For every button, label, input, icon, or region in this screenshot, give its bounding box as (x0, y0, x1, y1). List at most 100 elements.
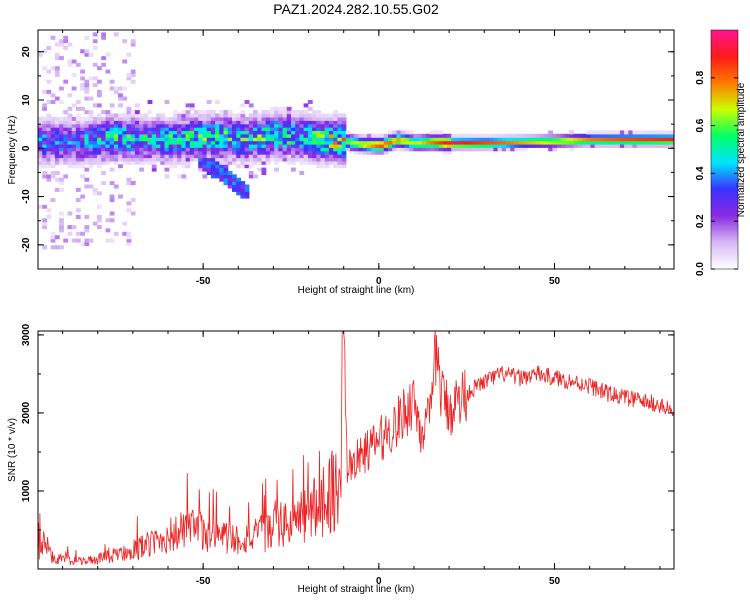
spectrogram-cell (649, 130, 655, 135)
spectrogram-cell (253, 130, 258, 135)
spectrogram-cell (607, 137, 612, 142)
spectrogram-cell (388, 130, 393, 135)
spectrogram-cell (181, 127, 187, 131)
spectrogram-cell (240, 160, 246, 165)
spectrogram-cell (619, 137, 625, 142)
spectrogram-cell (54, 73, 60, 77)
spectrogram-cell (160, 150, 166, 155)
spectrogram-cell (177, 147, 182, 152)
spectrogram-cell (657, 133, 663, 138)
spectrogram-cell (396, 143, 402, 148)
spectrogram-cell (63, 143, 69, 148)
spectrogram-cell (189, 147, 195, 152)
spectrogram-cell (42, 89, 47, 94)
spectrogram-cell (160, 123, 166, 128)
spectrogram-cell (206, 120, 212, 125)
spectrogram-cell (240, 133, 246, 138)
spectrogram-cell (590, 130, 596, 135)
spectrogram-cell (265, 137, 271, 142)
spectrogram-cell (624, 140, 629, 145)
spectrogram-cell (253, 120, 258, 125)
spectrogram-cell (552, 140, 558, 145)
spectrogram-cell (50, 35, 56, 40)
spectrogram-cell (392, 133, 397, 138)
spectrogram-cell (219, 116, 225, 121)
spectrogram-cell (164, 137, 170, 142)
spectrogram-cell (657, 130, 663, 135)
spectrogram-cell (510, 140, 516, 145)
spectrogram-cell (177, 154, 182, 159)
spectrogram-cell (590, 140, 596, 145)
spectrogram-cell (261, 116, 267, 121)
spectrogram-cell (480, 137, 486, 142)
spectrogram-cell (501, 143, 507, 148)
spectrogram-cell (147, 160, 153, 165)
spectrogram-cell (194, 110, 199, 115)
spectrogram-cell (80, 69, 85, 74)
spectrogram-cell (320, 164, 326, 169)
spectrogram-cell (282, 116, 288, 121)
spectrogram-cell (438, 137, 444, 142)
spectrogram-cell (92, 150, 98, 155)
spectrogram-cell (67, 133, 73, 138)
spectrogram-cell (215, 147, 220, 152)
spectrogram-cell (662, 140, 667, 145)
spectrogram-cell (59, 123, 64, 128)
spectrogram-cell (42, 130, 47, 135)
spectrogram-cell (569, 133, 575, 138)
spectrogram-cell (151, 143, 157, 148)
spectrogram-cell (92, 187, 98, 192)
spectrogram-cell (244, 137, 250, 142)
spectrogram-cell (126, 157, 132, 162)
spectrogram-cell (400, 130, 406, 135)
spectrogram-cell (295, 140, 300, 145)
spectrogram-cell (88, 130, 94, 135)
spectrogram-cell (274, 130, 279, 135)
spectrogram-cell (257, 154, 263, 159)
spectrogram-cell (185, 147, 191, 152)
spectrogram-cell (122, 130, 128, 135)
spectrogram-cell (164, 133, 170, 138)
spectrogram-cell (628, 137, 634, 142)
spectrogram-cell (670, 143, 674, 148)
spectrogram-cell (581, 140, 587, 145)
spectrogram-cell (468, 143, 473, 148)
spectrogram-cell (172, 164, 178, 169)
spectrogram-cell (312, 127, 317, 131)
spectrogram-cell (130, 73, 136, 77)
colorbar-label: Normalized spectral amplitude (736, 82, 747, 217)
spectrogram-cell (71, 103, 77, 108)
spectrogram-cell (143, 147, 149, 152)
spectrogram-cell (636, 137, 642, 142)
spectrogram-cell (265, 123, 271, 128)
spectrogram-cell (312, 133, 317, 138)
spectrogram-cell (88, 147, 94, 152)
spectrogram-cell (189, 130, 195, 135)
spectrogram-cell (299, 123, 305, 128)
spectrogram-cell (236, 184, 241, 189)
spectrogram-cell (113, 154, 119, 159)
spectrogram-cell (232, 154, 237, 159)
spectrogram-cell (122, 123, 128, 128)
spectrogram-cell (657, 137, 663, 142)
spectrogram-cell (253, 174, 258, 179)
spectrogram-cell (253, 160, 258, 165)
spectrogram-cell (286, 110, 292, 115)
spectrogram-cell (130, 181, 136, 186)
spectrogram-cell (202, 137, 208, 142)
spectrogram-cell (670, 130, 674, 135)
spectrogram-cell (320, 143, 326, 148)
colorbar-tick-label: 0.6 (695, 118, 706, 132)
spectrogram-cell (328, 120, 334, 125)
spectrogram-cell (50, 147, 56, 152)
spectrogram-cell (430, 143, 435, 148)
spectrogram-cell (248, 171, 254, 175)
spectrogram-cell (101, 154, 106, 159)
spectrogram-cell (219, 157, 225, 162)
spectrogram-cell (569, 140, 575, 145)
spectrogram-cell (586, 143, 591, 148)
spectrogram-cell (135, 116, 140, 121)
spectrogram-cell (139, 130, 144, 135)
spectrogram-y-label: Frequency (Hz) (7, 116, 18, 185)
spectrogram-cell (101, 127, 106, 131)
